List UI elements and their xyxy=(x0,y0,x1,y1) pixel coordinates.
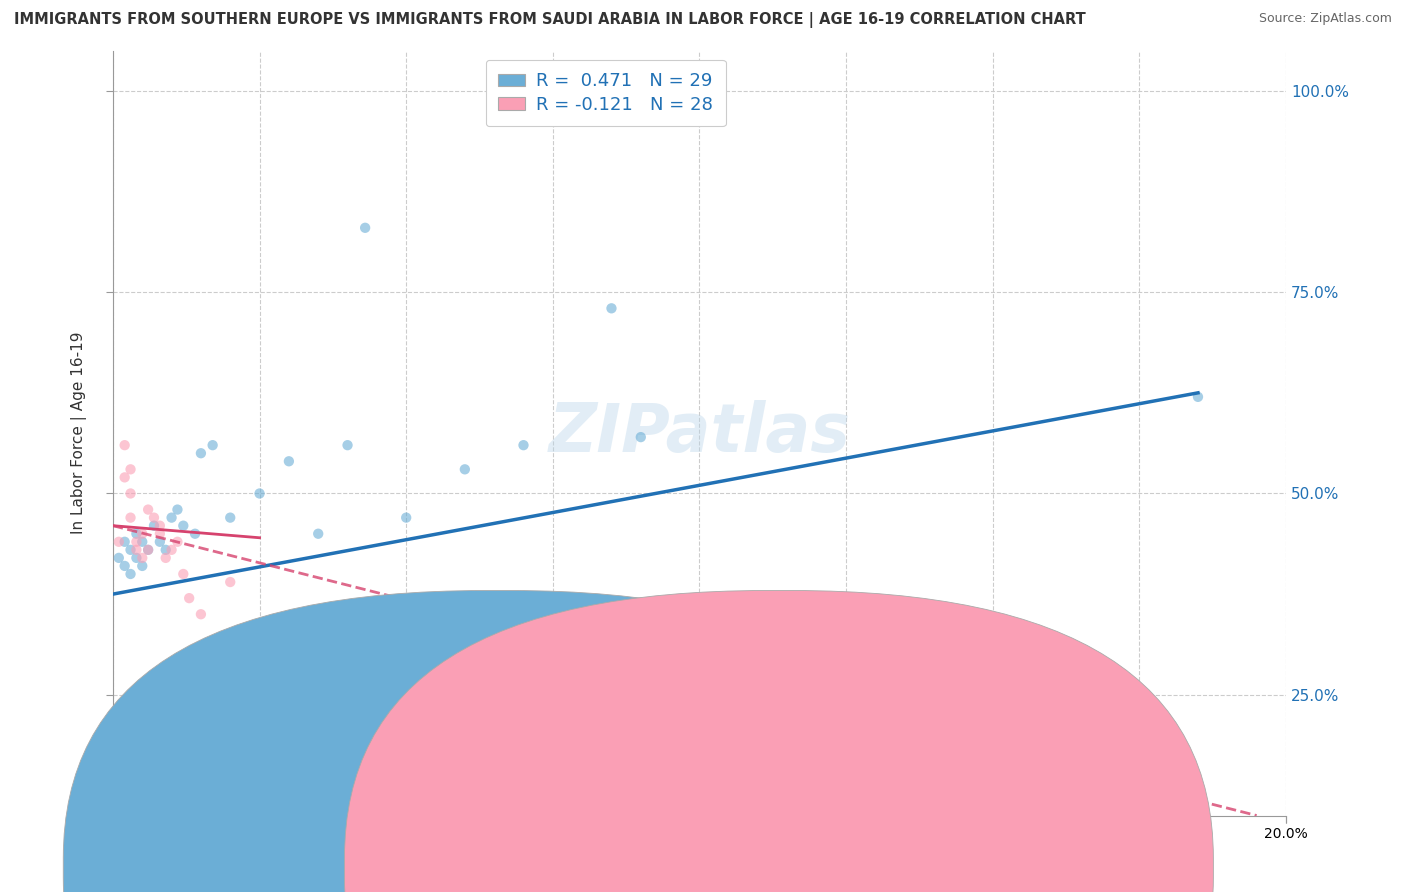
Point xyxy=(114,470,136,484)
Point xyxy=(512,632,534,646)
Text: Immigrants from Southern Europe: Immigrants from Southern Europe xyxy=(534,857,796,872)
Text: ZIPatlas: ZIPatlas xyxy=(548,401,851,467)
Point xyxy=(125,550,148,565)
Point xyxy=(1187,390,1209,404)
Point xyxy=(160,542,183,557)
Point xyxy=(249,486,271,500)
Point xyxy=(155,542,177,557)
Point xyxy=(571,712,593,726)
Point xyxy=(172,518,194,533)
Point xyxy=(155,550,177,565)
Point xyxy=(136,542,159,557)
Point xyxy=(307,526,329,541)
Point xyxy=(166,502,188,516)
Point xyxy=(354,220,377,235)
Point xyxy=(160,510,183,524)
Point xyxy=(190,607,212,622)
Point xyxy=(136,542,159,557)
Point xyxy=(600,301,623,316)
Point xyxy=(395,510,418,524)
Point xyxy=(179,591,201,606)
Point xyxy=(166,534,188,549)
Text: IMMIGRANTS FROM SOUTHERN EUROPE VS IMMIGRANTS FROM SAUDI ARABIA IN LABOR FORCE |: IMMIGRANTS FROM SOUTHERN EUROPE VS IMMIG… xyxy=(14,12,1085,28)
Text: Immigrants from Saudi Arabia: Immigrants from Saudi Arabia xyxy=(801,857,1032,872)
Point xyxy=(136,502,159,516)
Point xyxy=(219,575,242,590)
Point xyxy=(219,510,242,524)
Point xyxy=(107,534,129,549)
Point xyxy=(249,632,271,646)
Legend: R =  0.471   N = 29, R = -0.121   N = 28: R = 0.471 N = 29, R = -0.121 N = 28 xyxy=(485,60,725,127)
Point xyxy=(149,526,172,541)
Point xyxy=(120,486,142,500)
Point xyxy=(120,566,142,581)
Point xyxy=(107,550,129,565)
Point xyxy=(114,438,136,452)
Text: Source: ZipAtlas.com: Source: ZipAtlas.com xyxy=(1258,12,1392,25)
Point xyxy=(277,648,299,662)
Y-axis label: In Labor Force | Age 16-19: In Labor Force | Age 16-19 xyxy=(72,332,87,534)
Point xyxy=(131,558,153,573)
Point xyxy=(125,534,148,549)
Point xyxy=(277,454,299,468)
Point xyxy=(120,462,142,476)
Point xyxy=(541,760,564,774)
Point xyxy=(143,518,166,533)
Point xyxy=(172,566,194,581)
Point xyxy=(120,510,142,524)
Point xyxy=(454,462,477,476)
Point xyxy=(190,446,212,460)
Point xyxy=(143,510,166,524)
Point xyxy=(114,558,136,573)
Point xyxy=(454,591,477,606)
Point xyxy=(149,534,172,549)
Point xyxy=(184,526,207,541)
Point xyxy=(131,526,153,541)
Point xyxy=(131,550,153,565)
Point xyxy=(201,438,224,452)
Point xyxy=(630,430,652,444)
Point xyxy=(120,542,142,557)
Point xyxy=(336,438,359,452)
Point xyxy=(131,534,153,549)
Point xyxy=(125,542,148,557)
Point xyxy=(114,534,136,549)
Point xyxy=(512,438,534,452)
Point xyxy=(125,526,148,541)
Point xyxy=(149,518,172,533)
